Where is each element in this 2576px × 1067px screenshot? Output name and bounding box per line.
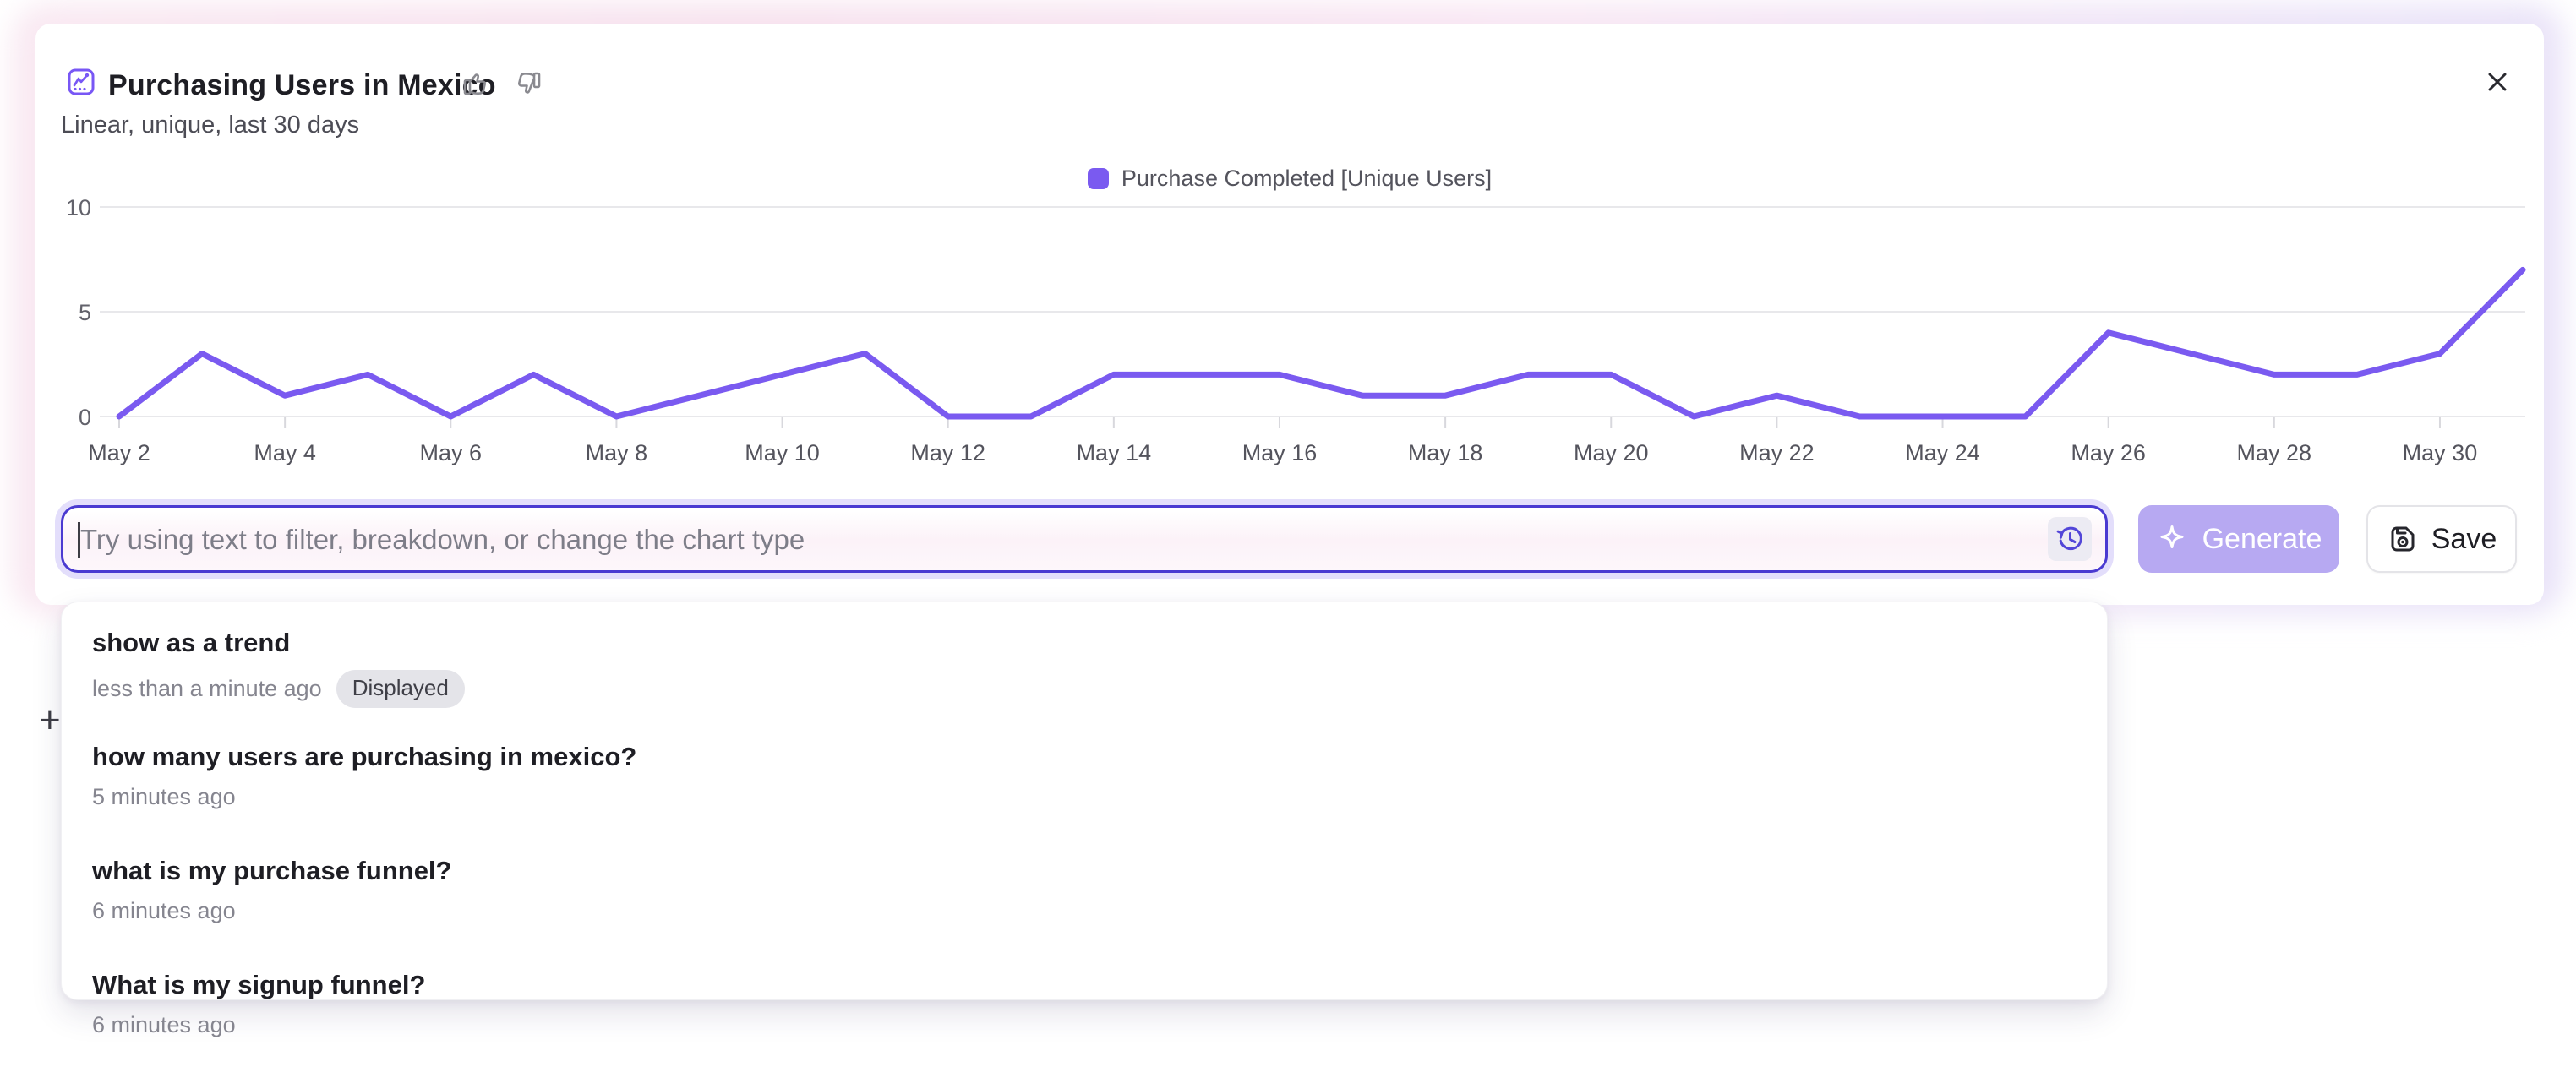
history-dropdown: show as a trend less than a minute ago D… <box>61 602 2108 1037</box>
x-axis-tick-label: May 24 <box>1905 440 1980 465</box>
history-item-time: 6 minutes ago <box>92 898 236 923</box>
chart-subtitle: Linear, unique, last 30 days <box>61 112 360 139</box>
legend-swatch <box>1087 168 1109 189</box>
y-axis-tick-label: 5 <box>79 300 91 325</box>
x-axis-tick-label: May 14 <box>1077 440 1152 465</box>
chart-legend: Purchase Completed [Unique Users] <box>35 166 2544 192</box>
history-item[interactable]: what is my purchase funnel? 6 minutes ag… <box>62 839 2107 953</box>
history-item-time: less than a minute ago <box>92 676 322 701</box>
x-axis-tick-label: May 30 <box>2403 440 2478 465</box>
y-axis-tick-label: 0 <box>79 405 91 430</box>
series-line <box>116 266 2526 420</box>
history-item-title: What is my signup funnel? <box>92 970 426 999</box>
x-axis-tick-label: May 6 <box>420 440 483 465</box>
sparkle-icon <box>2160 525 2184 548</box>
x-axis-tick-label: May 26 <box>2071 440 2146 465</box>
history-item[interactable]: how many users are purchasing in mexico?… <box>62 725 2107 839</box>
x-axis-tick-label: May 8 <box>586 440 648 465</box>
x-axis-tick-label: May 12 <box>910 440 985 465</box>
save-label: Save <box>2431 522 2497 555</box>
generate-button[interactable]: Generate <box>2138 505 2339 573</box>
add-button-partial[interactable]: + <box>39 700 61 741</box>
x-axis-tick-label: May 28 <box>2237 440 2312 465</box>
save-icon <box>2391 526 2415 552</box>
history-item-time: 6 minutes ago <box>92 1012 236 1037</box>
x-axis-tick-label: May 2 <box>88 440 150 465</box>
page-title: Purchasing Users in Mexico <box>108 69 496 101</box>
x-axis-tick-label: May 10 <box>745 440 820 465</box>
line-chart: 0 5 10 May 2 May 4 May 6 May 8 May 10 May 12 May … <box>66 195 2526 465</box>
history-item[interactable]: What is my signup funnel? 6 minutes ago <box>62 953 2107 1067</box>
history-item-title: show as a trend <box>92 628 291 657</box>
history-item-title: what is my purchase funnel? <box>92 856 452 885</box>
history-clock-icon <box>2056 526 2082 551</box>
thumbs-up-icon[interactable] <box>461 66 494 100</box>
x-axis-tick-label: May 22 <box>1739 440 1815 465</box>
save-button[interactable]: Save <box>2366 505 2517 573</box>
history-item-title: how many users are purchasing in mexico? <box>92 742 637 771</box>
displayed-badge: Displayed <box>336 670 465 708</box>
line-chart-icon <box>68 68 95 95</box>
prompt-input[interactable] <box>79 508 2026 572</box>
y-axis-tick-label: 10 <box>66 195 91 220</box>
x-axis-tick-label: May 20 <box>1574 440 1649 465</box>
close-button[interactable] <box>2478 63 2517 101</box>
legend-label: Purchase Completed [Unique Users] <box>1121 166 1493 191</box>
history-item[interactable]: show as a trend less than a minute ago D… <box>62 611 2107 725</box>
close-icon <box>2488 73 2507 91</box>
x-axis-tick-label: May 18 <box>1408 440 1483 465</box>
x-axis-tick-label: May 16 <box>1242 440 1318 465</box>
generate-label: Generate <box>2202 522 2322 555</box>
x-axis-tick-label: May 4 <box>254 440 316 465</box>
ai-prompt-field[interactable] <box>61 505 2108 573</box>
thumbs-down-icon[interactable] <box>510 69 543 103</box>
history-button[interactable] <box>2048 517 2092 561</box>
history-item-time: 5 minutes ago <box>92 784 236 809</box>
